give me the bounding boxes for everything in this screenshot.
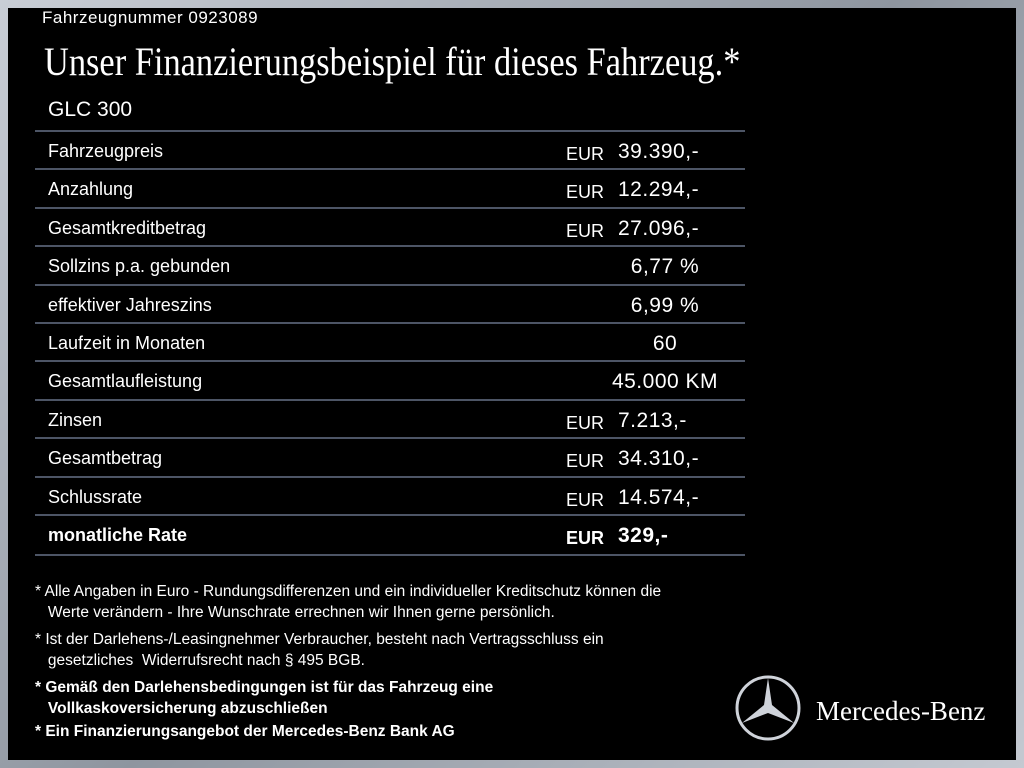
row-label: Laufzeit in Monaten <box>48 333 206 353</box>
row-label: Schlussrate <box>48 486 143 507</box>
footnote: * Alle Angaben in Euro - Rundungsdiffere… <box>35 583 662 621</box>
row-value: 14.574,- <box>618 485 700 509</box>
table-row: Gesamtlaufleistung 45.000 KM <box>35 360 745 400</box>
table-row: Schlussrate EUR 14.574,- <box>35 475 745 516</box>
row-value: 12.294,- <box>618 178 700 202</box>
row-label: effektiver Jahreszins <box>48 294 212 315</box>
row-value: 6,77 % <box>630 255 700 279</box>
row-value: 45.000 KM <box>611 370 719 394</box>
currency: EUR <box>566 220 605 241</box>
footnote: * Ist der Darlehens-/Leasingnehmer Verbr… <box>35 631 604 669</box>
table-row: Gesamtkreditbetrag EUR 27.096,- <box>35 206 745 247</box>
table-row: Fahrzeugpreis EUR 39.390,- <box>35 130 745 170</box>
table-row: Gesamtbetrag EUR 34.310,- <box>35 437 745 477</box>
table-row: Zinsen EUR 7.213,- <box>35 398 745 439</box>
row-value: 329,- <box>618 524 669 547</box>
footnote: * Ein Finanzierungsangebot der Mercedes-… <box>35 723 455 740</box>
row-label: Gesamtkreditbetrag <box>48 217 207 238</box>
vehicle-number: Fahrzeugnummer 0923089 <box>42 8 259 27</box>
row-label: Fahrzeugpreis <box>48 141 164 161</box>
footnote: * Gemäß den Darlehensbedingungen ist für… <box>35 679 494 717</box>
row-value: 27.096,- <box>618 216 700 240</box>
row-label: Zinsen <box>48 409 103 430</box>
table-row: effektiver Jahreszins 6,99 % <box>35 283 745 324</box>
table-row: monatliche Rate EUR 329,- <box>35 514 745 556</box>
brand-logo <box>735 675 801 741</box>
row-value: 7.213,- <box>618 408 687 432</box>
currency: EUR <box>566 528 605 548</box>
currency: EUR <box>566 489 605 510</box>
currency: EUR <box>566 412 605 433</box>
table-row: Sollzins p.a. gebunden 6,77 % <box>35 245 745 285</box>
currency: EUR <box>566 144 605 164</box>
ad-panel: Fahrzeugnummer 0923089 Unser Finanzierun… <box>8 8 1016 760</box>
row-label: monatliche Rate <box>48 525 188 545</box>
row-value: 34.310,- <box>618 447 700 471</box>
table-row: Laufzeit in Monaten 60 <box>35 322 745 362</box>
row-label: Gesamtlaufleistung <box>48 371 203 392</box>
currency: EUR <box>566 451 605 472</box>
title: Unser Finanzierungsbeispiel für dieses F… <box>44 39 741 84</box>
row-value: 6,99 % <box>630 293 700 317</box>
table-row: Anzahlung EUR 12.294,- <box>35 168 745 208</box>
row-value: 60 <box>652 332 678 355</box>
row-value: 39.390,- <box>618 140 700 163</box>
row-label: Gesamtbetrag <box>48 448 163 469</box>
brand-name: Mercedes-Benz <box>816 696 986 726</box>
model: GLC 300 <box>48 98 133 121</box>
row-label: Anzahlung <box>48 179 134 200</box>
row-label: Sollzins p.a. gebunden <box>48 256 231 277</box>
currency: EUR <box>566 182 605 203</box>
